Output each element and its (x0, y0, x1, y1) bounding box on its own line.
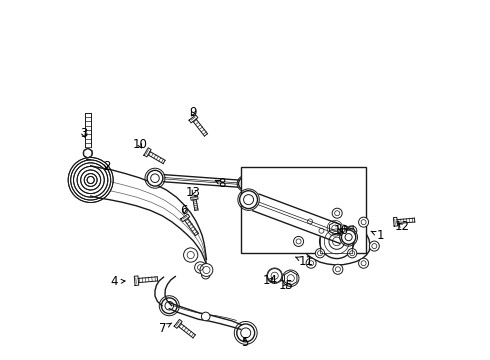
Text: 12: 12 (394, 220, 410, 233)
Text: 16: 16 (334, 224, 349, 237)
Text: 1: 1 (371, 229, 384, 242)
Circle shape (147, 170, 163, 186)
Polygon shape (134, 276, 139, 285)
Text: 15: 15 (279, 279, 294, 292)
Circle shape (359, 217, 368, 227)
Circle shape (68, 157, 113, 203)
Circle shape (240, 191, 258, 208)
Circle shape (200, 264, 213, 276)
Text: 4: 4 (111, 275, 125, 288)
Polygon shape (181, 214, 190, 222)
Text: 9: 9 (190, 105, 197, 119)
Text: 5: 5 (241, 336, 249, 349)
Circle shape (294, 237, 304, 247)
Text: 2: 2 (102, 160, 110, 173)
Circle shape (161, 298, 177, 314)
Circle shape (347, 226, 357, 235)
Text: 3: 3 (80, 127, 87, 140)
Text: 14: 14 (263, 274, 277, 287)
Polygon shape (191, 196, 198, 200)
Circle shape (359, 258, 368, 268)
Circle shape (237, 324, 255, 342)
Circle shape (201, 270, 210, 279)
Text: 10: 10 (132, 138, 147, 151)
Polygon shape (144, 148, 151, 157)
Polygon shape (393, 217, 397, 226)
Polygon shape (91, 166, 207, 276)
Bar (242, 167, 367, 253)
Circle shape (342, 230, 356, 244)
Text: 8: 8 (215, 177, 225, 190)
Polygon shape (303, 218, 370, 265)
Circle shape (268, 269, 282, 283)
Circle shape (239, 177, 251, 190)
Text: 13: 13 (186, 186, 200, 199)
Circle shape (316, 249, 325, 258)
Circle shape (283, 270, 299, 287)
Circle shape (347, 249, 357, 258)
Polygon shape (253, 194, 346, 243)
Text: 7: 7 (159, 322, 172, 335)
Polygon shape (174, 319, 182, 328)
Circle shape (332, 208, 342, 218)
Circle shape (333, 264, 343, 274)
Polygon shape (155, 276, 175, 306)
Circle shape (201, 312, 210, 321)
Text: 6: 6 (180, 204, 188, 217)
Circle shape (184, 248, 198, 262)
Circle shape (319, 224, 354, 258)
Circle shape (317, 226, 326, 235)
Polygon shape (164, 175, 238, 187)
Circle shape (305, 216, 315, 226)
Polygon shape (342, 225, 345, 231)
Circle shape (306, 258, 316, 268)
Text: 11: 11 (295, 255, 313, 268)
Circle shape (195, 262, 206, 273)
Circle shape (83, 149, 93, 158)
Polygon shape (189, 115, 198, 123)
Polygon shape (169, 302, 242, 329)
Circle shape (369, 241, 379, 251)
